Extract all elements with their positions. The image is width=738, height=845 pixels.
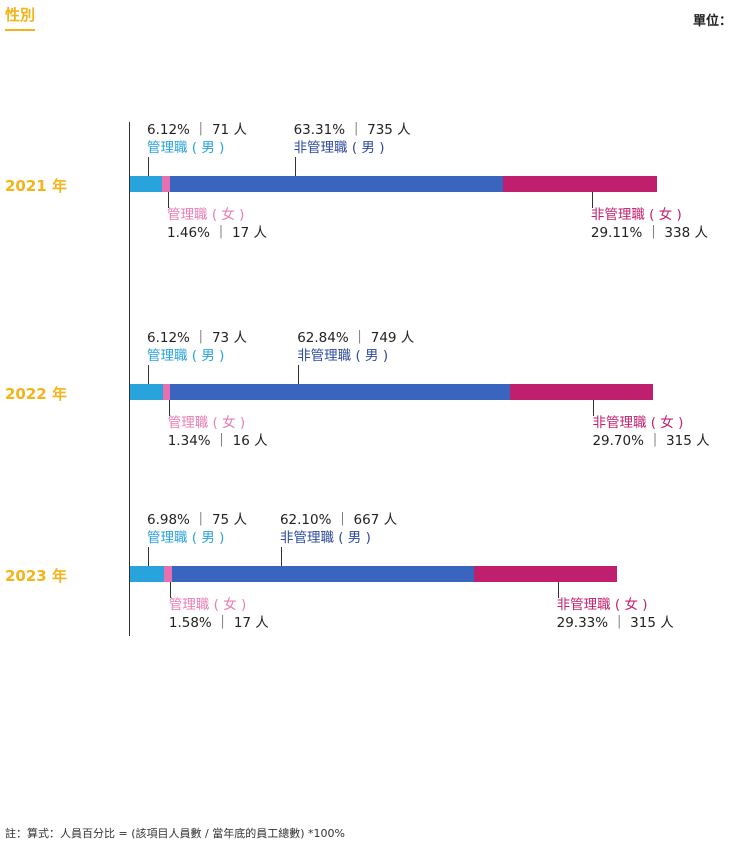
bar-segment (163, 384, 171, 400)
data-label-value: 1.58% ｜ 17 人 (168, 615, 269, 631)
series-name: 管理職 ( 女 ) (167, 207, 245, 223)
series-name: 管理職 ( 女 ) (167, 415, 246, 431)
data-label: 6.98% ｜ 75 人管理職 ( 男 ) (147, 511, 247, 547)
page-title: 性別 (5, 4, 36, 31)
year-label: 2022 年 (5, 385, 67, 403)
series-name: 非管理職 ( 女 ) (556, 597, 648, 613)
label-leader-line (169, 582, 171, 598)
data-label-value: 1.46% ｜ 17 人 (167, 225, 267, 241)
data-label: 62.10% ｜ 667 人非管理職 ( 男 ) (280, 511, 397, 547)
data-label: 管理職 ( 女 ) 1.34% ｜ 16 人 (168, 414, 268, 450)
data-label-value: 62.10% ｜ 667 人 (279, 512, 398, 528)
bar-segment (169, 176, 504, 192)
data-label: 6.12% ｜ 73 人管理職 ( 男 ) (147, 329, 247, 365)
series-name: 管理職 ( 女 ) (168, 597, 247, 613)
data-label-value: 29.70% ｜ 315 人 (592, 433, 710, 449)
label-leader-line (168, 192, 170, 208)
year-label: 2023 年 (5, 567, 67, 585)
data-label: 管理職 ( 女 ) 1.46% ｜ 17 人 (167, 206, 267, 242)
series-name: 非管理職 ( 女 ) (590, 207, 682, 223)
data-label-value: 6.98% ｜ 75 人 (147, 512, 247, 528)
series-name: 非管理職 ( 男 ) (279, 530, 371, 546)
data-label-value: 62.84% ｜ 749 人 (297, 330, 415, 346)
data-label: 62.84% ｜ 749 人非管理職 ( 男 ) (297, 329, 414, 365)
data-label-value: 6.12% ｜ 73 人 (147, 330, 247, 346)
data-label-value: 29.33% ｜ 315 人 (556, 615, 674, 631)
unit-label: 單位： (692, 14, 732, 29)
data-label: 非管理職 ( 女 ) 29.33% ｜ 315 人 (557, 596, 674, 632)
year-label: 2021 年 (5, 177, 67, 195)
data-label: 非管理職 ( 女 ) 29.11% ｜ 338 人 (591, 206, 708, 242)
label-leader-line (148, 547, 149, 566)
series-name: 非管理職 ( 男 ) (293, 140, 385, 156)
bar-segment (170, 384, 511, 400)
bar-segment (130, 176, 163, 192)
data-label: 管理職 ( 女 ) 1.58% ｜ 17 人 (169, 596, 269, 632)
data-label-value: 6.12% ｜ 71 人 (147, 122, 247, 138)
label-leader-line (168, 400, 170, 416)
bar-segment (130, 384, 164, 400)
bar-segment (130, 566, 164, 582)
data-label: 6.12% ｜ 71 人管理職 ( 男 ) (147, 121, 247, 157)
bar-segment (171, 566, 475, 582)
bar-segment (474, 566, 618, 582)
label-leader-line (593, 400, 595, 416)
axis-line (129, 122, 130, 636)
label-leader-line (148, 157, 149, 176)
data-label-value: 63.31% ｜ 735 人 (293, 122, 411, 138)
series-name: 非管理職 ( 男 ) (297, 348, 389, 364)
series-name: 管理職 ( 男 ) (147, 348, 225, 364)
footnote: 註：算式：人員百分比 = (該項目人員數 / 當年底的員工總數) *100% (5, 827, 345, 840)
label-leader-line (298, 365, 300, 384)
series-name: 非管理職 ( 女 ) (592, 415, 684, 431)
data-label-value: 29.11% ｜ 338 人 (590, 225, 708, 241)
data-label: 非管理職 ( 女 ) 29.70% ｜ 315 人 (592, 414, 709, 450)
data-label: 63.31% ｜ 735 人非管理職 ( 男 ) (294, 121, 411, 157)
label-leader-line (591, 192, 593, 208)
bar-segment (503, 176, 657, 192)
series-name: 管理職 ( 男 ) (147, 140, 225, 156)
series-name: 管理職 ( 男 ) (147, 530, 225, 546)
label-leader-line (280, 547, 282, 566)
label-leader-line (557, 582, 559, 598)
bar-segment (510, 384, 653, 400)
data-label-value: 1.34% ｜ 16 人 (167, 433, 268, 449)
bar-segment (164, 566, 172, 582)
label-leader-line (294, 157, 296, 176)
bar-segment (162, 176, 170, 192)
label-leader-line (148, 365, 149, 384)
